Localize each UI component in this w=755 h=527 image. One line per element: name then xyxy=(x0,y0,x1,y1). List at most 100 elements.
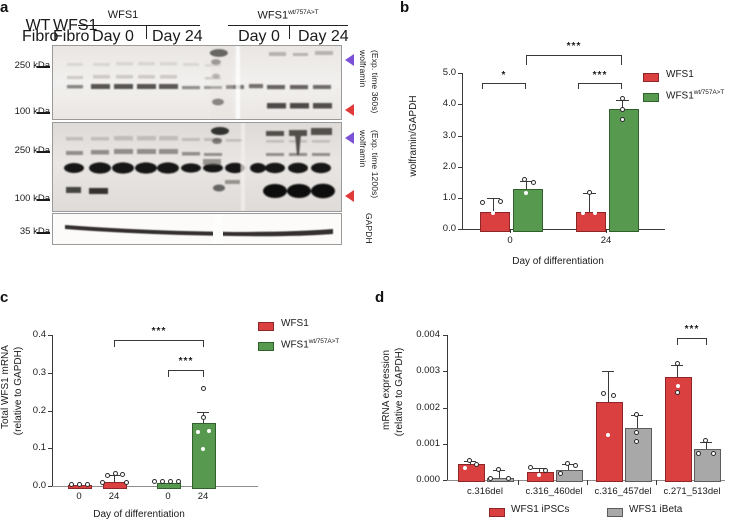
y-tick-label-0: 0.0 xyxy=(32,480,46,491)
errorcap-c316-460del-ipscs xyxy=(533,468,545,469)
bar-mutant-day24 xyxy=(192,423,216,489)
errorbar-c271-513del-ipscs xyxy=(677,365,678,377)
x-axis-line xyxy=(447,480,725,481)
datapoint xyxy=(522,177,527,182)
legend-swatch-mutant xyxy=(258,342,274,351)
errorbar-c316-460del-ibeta xyxy=(568,464,569,470)
errorcap-c316-457del-ipscs xyxy=(602,371,614,372)
datapoint xyxy=(581,211,585,215)
y-tick-label-1: 0.001 xyxy=(416,438,440,449)
panel-a: a WFS1 WFS1wt/757A>T WT Fibro WFS1 Fibro… xyxy=(0,0,400,280)
bar-wfs1-day24 xyxy=(576,212,606,232)
y-tick-label-3: 0.003 xyxy=(416,365,440,376)
y-tick-label-5: 5.0 xyxy=(442,67,456,78)
header-genotype-mutant: WFS1wt/757A>T xyxy=(228,9,348,22)
header-wt-fibro-line2: Fibro xyxy=(22,28,59,45)
panel-c-label: c xyxy=(0,289,9,306)
datapoint xyxy=(528,465,533,470)
header-genotype-mutant-base: WFS1 xyxy=(257,9,289,22)
mw-tick-100-mid xyxy=(37,199,50,201)
y-tick-label-2: 2.0 xyxy=(442,161,456,172)
datapoint xyxy=(531,180,536,185)
bar-mutant-day24 xyxy=(609,109,639,232)
y-axis-line xyxy=(462,73,463,230)
y-tick-4 xyxy=(458,104,462,105)
errorbar-wfs1-day24 xyxy=(114,475,115,482)
legend-label-mutant: WFS1wt/757A>T xyxy=(666,89,724,101)
y-tick-label-3: 3.0 xyxy=(442,130,456,141)
header-day-24-mutant: Day 24 xyxy=(298,28,349,45)
legend-label-wfs1: WFS1 xyxy=(666,69,694,80)
sig-label-mutant-0-vs-24: *** xyxy=(178,356,194,367)
blot-wolframin-1200s xyxy=(52,122,342,212)
x-group-divider-1 xyxy=(518,480,519,485)
y-tick-label-0: 0.0 xyxy=(442,223,456,234)
datapoint xyxy=(593,211,597,215)
blot-label-gapdh: GAPDH xyxy=(364,213,374,244)
x-category-label-3: c.271_513del xyxy=(663,486,721,497)
y-axis-title-line1: Total WFS1 mRNA xyxy=(0,312,11,462)
x-tick-label-0a: 0 xyxy=(76,491,82,502)
datapoint xyxy=(488,476,493,481)
x-axis-title: Day of differentiation xyxy=(93,509,185,520)
errorbar-mutant-day24 xyxy=(622,100,623,109)
header-divider-wfs1 xyxy=(146,25,147,39)
y-tick-label-2: 0.2 xyxy=(32,405,46,416)
y-tick-label-3: 0.3 xyxy=(32,367,46,378)
datapoint xyxy=(675,390,680,395)
header-genotype-mutant-sup: wt/757A>T xyxy=(288,9,319,16)
datapoint xyxy=(196,430,200,434)
x-axis-line xyxy=(462,229,665,230)
errorbar-c316-457del-ipscs xyxy=(608,371,609,402)
sig-bracket-day24 xyxy=(578,83,622,89)
y-tick-2 xyxy=(458,167,462,168)
legend-label-mutant-base: WFS1 xyxy=(666,90,694,102)
y-tick-label-0: 0.000 xyxy=(416,474,440,485)
datapoint xyxy=(676,384,680,388)
header-wfs1-fibro-line1: WFS1 xyxy=(53,17,98,34)
datapoint xyxy=(480,200,485,205)
header-rule-wfs1 xyxy=(78,25,200,26)
sig-bracket-mutant-0-vs-24 xyxy=(526,55,622,65)
y-tick-label-4: 0.4 xyxy=(32,329,46,340)
errorbar-wfs1-day0 xyxy=(493,198,494,212)
y-axis-title: wolframin/GAPDH xyxy=(408,95,419,177)
datapoint xyxy=(565,461,570,466)
datapoint xyxy=(207,429,211,433)
legend-label-ibeta: WFS1 iBeta xyxy=(629,504,683,515)
y-tick-5 xyxy=(458,73,462,74)
y-tick-1 xyxy=(458,198,462,199)
legend-swatch-ipscs xyxy=(489,508,505,517)
mw-label-35: 35 kDa xyxy=(19,226,50,237)
legend-swatch-ibeta xyxy=(607,508,623,517)
bar-c316-457del-ipscs xyxy=(596,402,623,482)
datapoint xyxy=(620,107,625,112)
errorbar-c316del-ipscs xyxy=(470,461,471,465)
y-tick-1 xyxy=(443,444,447,445)
datapoint xyxy=(543,468,548,473)
x-tick-label-24a: 24 xyxy=(108,491,120,502)
datapoint xyxy=(69,482,74,487)
sig-label-day0: * xyxy=(501,70,507,81)
sig-label-day24: *** xyxy=(592,70,608,81)
arrowhead-truncated-1200s-icon xyxy=(345,190,354,202)
panel-d-label: d xyxy=(375,289,385,306)
datapoint xyxy=(606,433,610,437)
datapoint xyxy=(120,472,125,477)
datapoint xyxy=(498,199,503,204)
y-axis-line xyxy=(52,335,53,487)
legend-label-mutant: WFS1wt/757A>T xyxy=(281,338,339,350)
datapoint xyxy=(201,415,206,420)
x-tick-0 xyxy=(510,229,511,233)
blot-label-wolframin-360s: wolframin xyxy=(358,50,368,88)
arrowhead-truncated-360s-icon xyxy=(345,104,354,116)
x-category-label-2: c.316_457del xyxy=(594,486,652,497)
mw-tick-35 xyxy=(37,232,50,234)
y-tick-3 xyxy=(48,373,52,374)
datapoint xyxy=(587,190,592,195)
y-tick-4 xyxy=(443,335,447,336)
bar-wfs1-day0 xyxy=(480,212,510,232)
sig-bracket-mutant-0-vs-24 xyxy=(168,370,204,377)
y-tick-0 xyxy=(443,480,447,481)
y-tick-label-4: 4.0 xyxy=(442,98,456,109)
